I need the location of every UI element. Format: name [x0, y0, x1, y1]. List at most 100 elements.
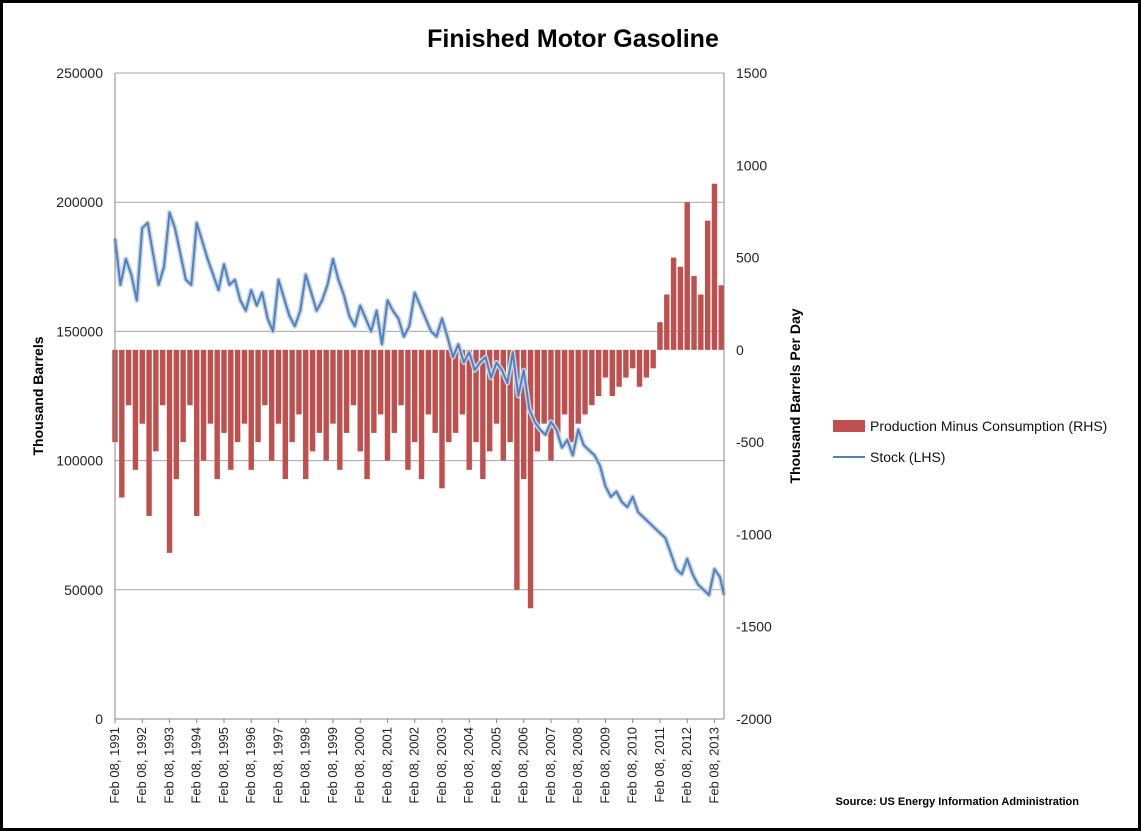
bar-76	[630, 350, 635, 368]
bar-12	[194, 350, 199, 516]
x-tick-18: Feb 08, 2009	[597, 727, 612, 804]
bar-20	[249, 350, 254, 470]
chart-canvas: Finished Motor Gasoline 0 50000 100000 1500…	[3, 3, 1138, 828]
bar-33	[337, 350, 342, 470]
bar-24	[276, 350, 281, 424]
bar-47	[432, 350, 437, 433]
bar-35	[351, 350, 356, 405]
bar-25	[283, 350, 288, 479]
x-tick-9: Feb 08, 2000	[352, 727, 367, 804]
bar-27	[296, 350, 301, 415]
x-tick-13: Feb 08, 2004	[461, 727, 476, 804]
bar-43	[405, 350, 410, 470]
bar-3	[133, 350, 138, 470]
bar-68	[576, 350, 581, 424]
bar-21	[255, 350, 260, 442]
bar-75	[623, 350, 628, 378]
bar-18	[235, 350, 240, 442]
bar-23	[269, 350, 274, 461]
bar-74	[616, 350, 621, 387]
x-tick-14: Feb 08, 2005	[488, 727, 503, 804]
x-tick-7: Feb 08, 1998	[298, 727, 313, 804]
bar-7	[160, 350, 165, 405]
bar-2	[126, 350, 131, 405]
left-tick-3: 150000	[56, 323, 103, 339]
bar-39	[378, 350, 383, 415]
left-tick-labels: 050000100000150000200000250000	[56, 65, 103, 727]
x-tick-16: Feb 08, 2007	[543, 727, 558, 804]
right-tick-6: 1000	[736, 157, 767, 173]
bar-67	[569, 350, 574, 442]
bar-78	[644, 350, 649, 378]
bar-52	[467, 350, 472, 470]
bar-42	[398, 350, 403, 405]
bar-66	[562, 350, 567, 415]
bar-36	[358, 350, 363, 452]
x-tick-3: Feb 08, 1994	[189, 727, 204, 804]
x-tick-8: Feb 08, 1999	[325, 727, 340, 804]
bar-46	[426, 350, 431, 415]
bar-16	[221, 350, 226, 433]
bar-32	[330, 350, 335, 424]
bar-29	[310, 350, 315, 452]
bar-34	[344, 350, 349, 433]
chart-frame: Finished Motor Gasoline 0 50000 100000 1500…	[0, 0, 1141, 831]
bar-37	[364, 350, 369, 479]
bar-70	[589, 350, 594, 405]
x-tick-0: Feb 08, 1991	[107, 727, 122, 804]
bar-89	[719, 285, 724, 350]
bar-79	[650, 350, 655, 368]
right-tick-0: -2000	[736, 711, 772, 727]
bar-54	[480, 350, 485, 479]
right-axis-label: Thousand Barrels Per Day	[787, 308, 803, 483]
x-tick-21: Feb 08, 2012	[679, 727, 694, 804]
bar-4	[140, 350, 145, 424]
bar-72	[603, 350, 608, 378]
x-tick-11: Feb 08, 2002	[407, 727, 422, 804]
bar-28	[303, 350, 308, 479]
bar-10	[180, 350, 185, 442]
x-tick-22: Feb 08, 2013	[706, 727, 721, 804]
bar-83	[678, 267, 683, 350]
bar-38	[371, 350, 376, 433]
legend: Production Minus Consumption (RHS) Stock…	[833, 418, 1107, 465]
left-tick-1: 50000	[64, 582, 103, 598]
legend-swatch-bar	[833, 420, 865, 432]
bar-31	[323, 350, 328, 461]
bar-41	[392, 350, 397, 433]
right-tick-3: -500	[736, 434, 764, 450]
bar-48	[439, 350, 444, 488]
bar-62	[535, 350, 540, 452]
x-tick-17: Feb 08, 2008	[570, 727, 585, 804]
bar-77	[637, 350, 642, 387]
bar-87	[705, 221, 710, 350]
bar-85	[691, 276, 696, 350]
right-tick-7: 1500	[736, 65, 767, 81]
bar-82	[671, 258, 676, 350]
bar-22	[262, 350, 267, 405]
x-tick-4: Feb 08, 1995	[216, 727, 231, 804]
right-tick-1: -1500	[736, 619, 772, 635]
bar-73	[610, 350, 615, 396]
bar-64	[548, 350, 553, 461]
x-tick-6: Feb 08, 1997	[270, 727, 285, 804]
left-tick-2: 100000	[56, 453, 103, 469]
bar-81	[664, 294, 669, 349]
left-tick-4: 200000	[56, 194, 103, 210]
left-axis-label: Thousand Barrels	[30, 336, 46, 455]
bar-84	[685, 202, 690, 350]
source-note: Source: US Energy Information Administra…	[836, 796, 1080, 808]
bar-69	[582, 350, 587, 415]
x-tick-20: Feb 08, 2011	[652, 727, 667, 803]
x-tick-15: Feb 08, 2006	[516, 727, 531, 804]
legend-label-line: Stock (LHS)	[870, 449, 945, 465]
x-tick-19: Feb 08, 2010	[625, 727, 640, 804]
x-tick-labels: Feb 08, 1991 Feb 08, 1992 Feb 08, 1993 Feb …	[107, 719, 721, 804]
left-tick-0: 0	[95, 711, 103, 727]
bar-80	[657, 322, 662, 350]
bar-1	[119, 350, 124, 498]
bar-63	[541, 350, 546, 424]
bar-17	[228, 350, 233, 470]
bar-11	[187, 350, 192, 405]
bar-5	[146, 350, 151, 516]
